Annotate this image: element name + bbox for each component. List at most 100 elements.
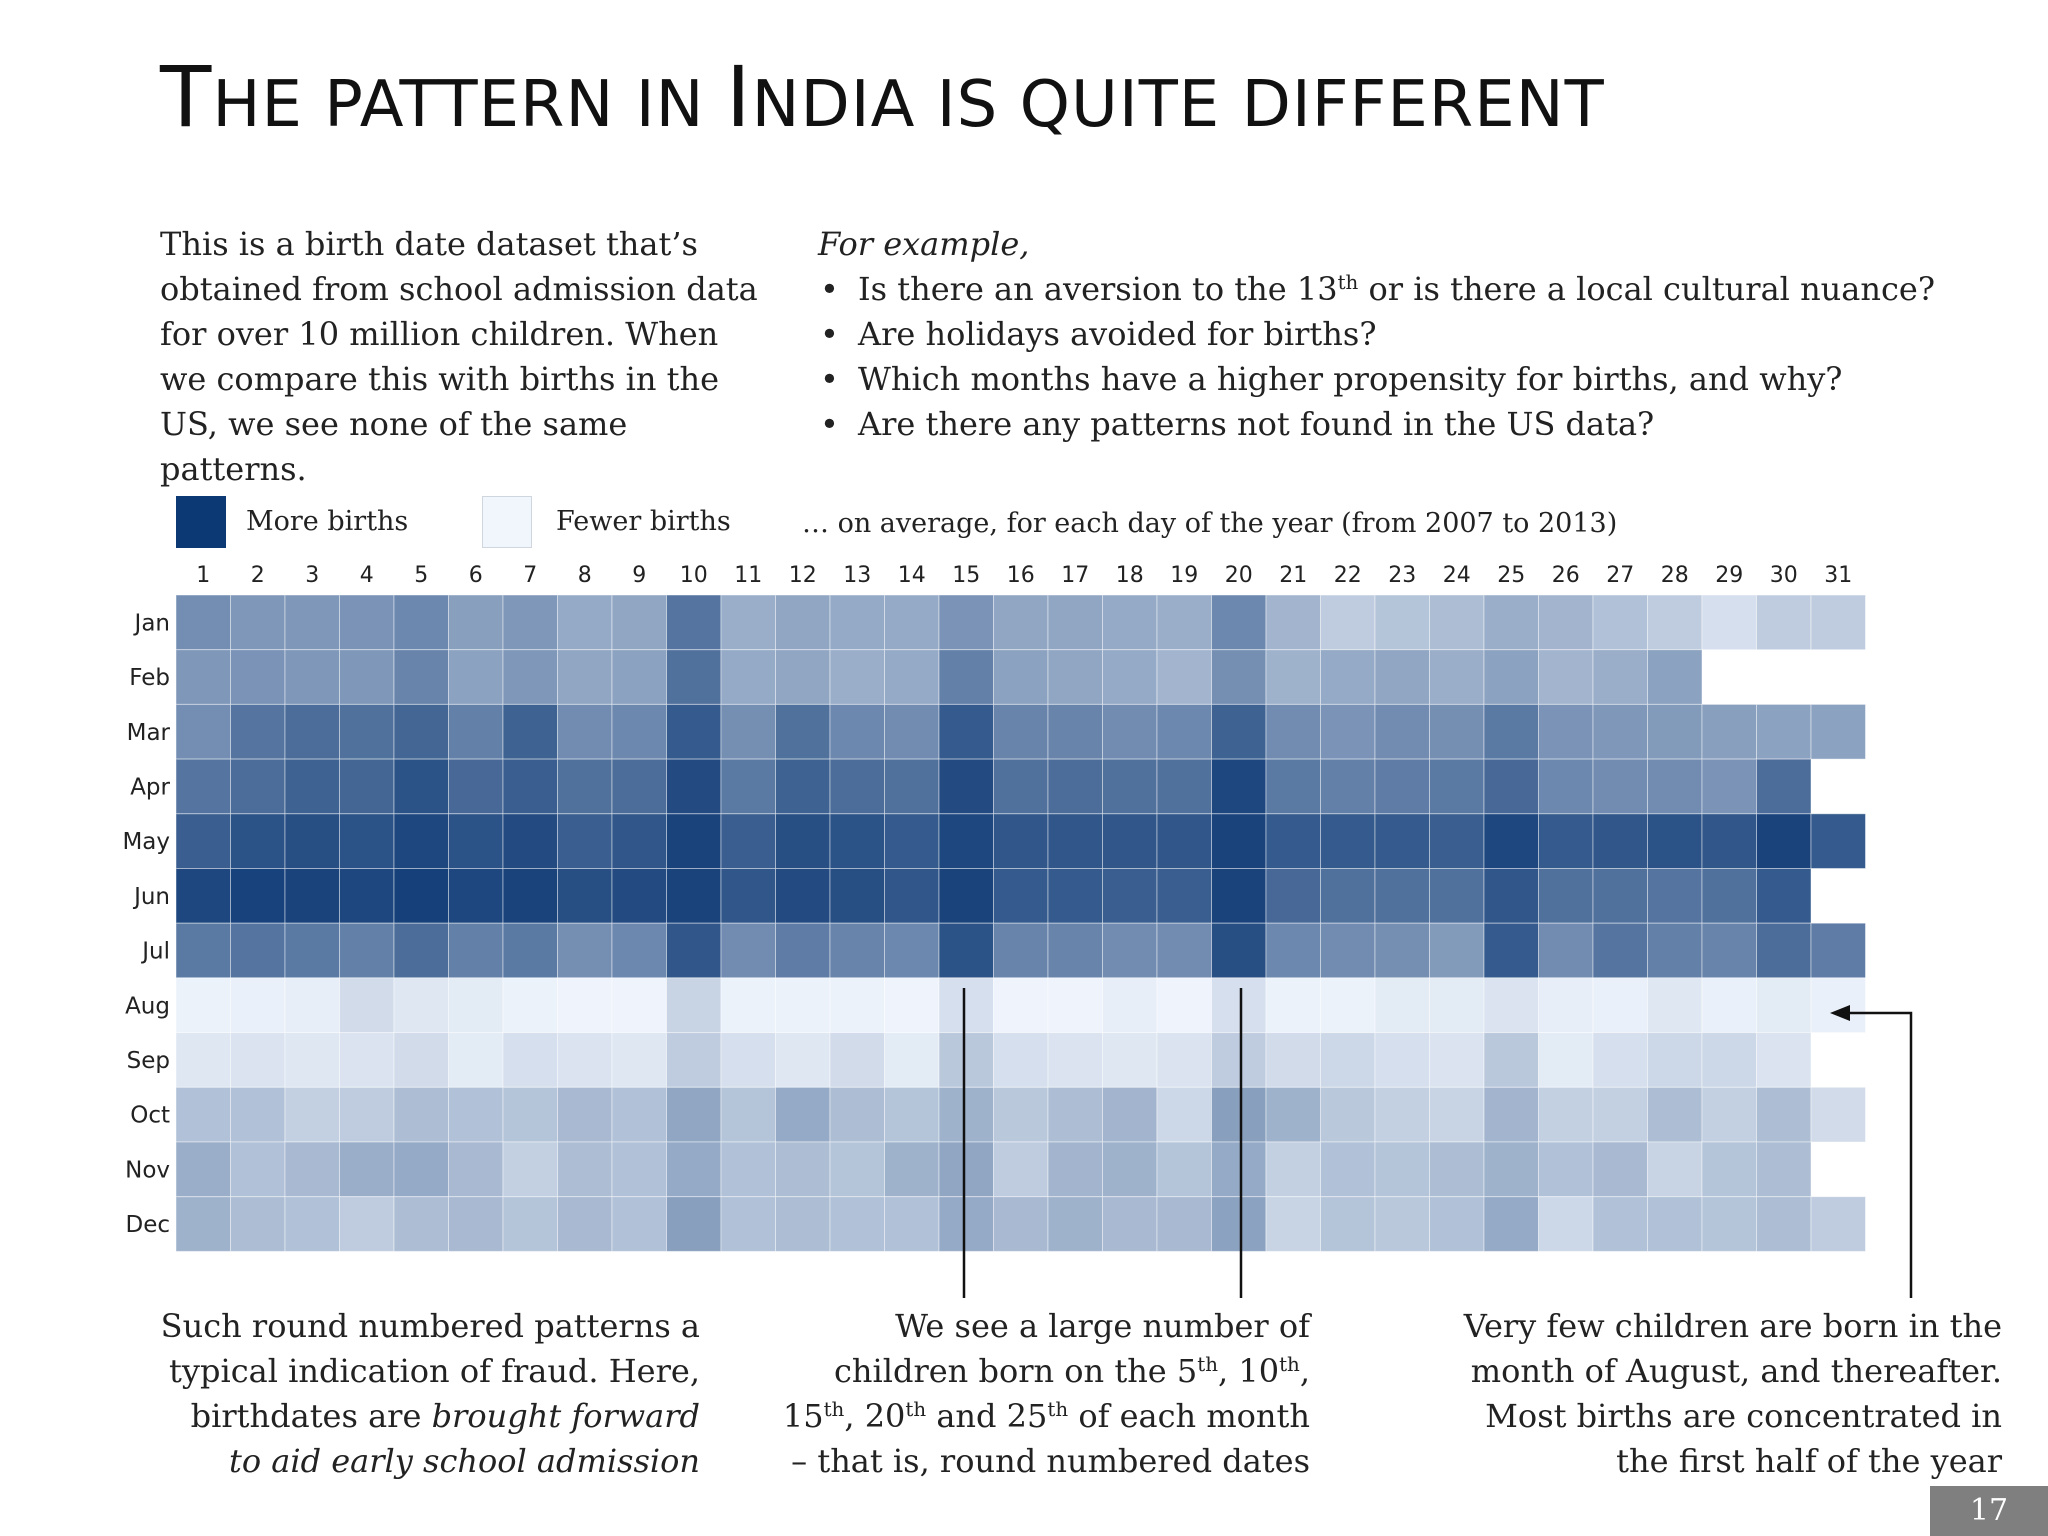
heatmap-cell [1483, 1196, 1539, 1252]
heatmap-cell [775, 813, 831, 869]
heatmap-cell [1429, 703, 1485, 760]
heatmap-cell [884, 758, 940, 815]
heatmap-cell [1756, 1196, 1812, 1252]
day-label: 17 [1061, 563, 1089, 588]
day-label: 6 [469, 563, 483, 588]
heatmap-cell [829, 977, 885, 1034]
heatmap-cell [1047, 977, 1103, 1034]
heatmap-cell [1538, 977, 1594, 1034]
heatmap-cell [1538, 922, 1594, 979]
heatmap-cell [1647, 922, 1703, 979]
heatmap-cell [230, 977, 286, 1034]
heatmap-cell [1592, 1032, 1648, 1088]
heatmap-cell [557, 1086, 613, 1143]
heatmap-cell [1429, 977, 1485, 1034]
heatmap-cell [284, 1086, 340, 1143]
heatmap-cell [611, 922, 667, 979]
day-label: 26 [1552, 563, 1580, 588]
heatmap-cell [884, 1032, 940, 1088]
heatmap-cell [1374, 649, 1430, 705]
heatmap-cell [1647, 594, 1703, 651]
heatmap-cell [1156, 1086, 1212, 1143]
heatmap-cell [1647, 868, 1703, 924]
heatmap-cell [720, 1032, 776, 1088]
heatmap-cell [720, 922, 776, 979]
heatmap-cell [993, 1196, 1049, 1252]
day-label: 28 [1661, 563, 1689, 588]
heatmap-cell [1592, 813, 1648, 869]
heatmap-cell [884, 649, 940, 705]
heatmap-cell [611, 813, 667, 869]
heatmap-cell [1320, 922, 1376, 979]
heatmap-cell [1102, 703, 1158, 760]
heatmap-cell [1211, 1086, 1267, 1143]
heatmap-cell [1320, 758, 1376, 815]
heatmap-cell [666, 594, 722, 651]
heatmap-cell [720, 1086, 776, 1143]
heatmap-cell [339, 977, 395, 1034]
heatmap-cell [448, 1086, 504, 1143]
annotation-text: th [1047, 1398, 1069, 1422]
heatmap-cell [1592, 868, 1648, 924]
heatmap-cell [1374, 1141, 1430, 1198]
heatmap-cell [1047, 1196, 1103, 1252]
heatmap-cell [1211, 1196, 1267, 1252]
day-label: 11 [734, 563, 762, 588]
annotation-text: We see a large number of children born o… [833, 1307, 1310, 1390]
heatmap-cell [1756, 1032, 1812, 1088]
legend-fewer-label: Fewer births [556, 506, 731, 537]
heatmap-cell [1265, 1141, 1321, 1198]
day-label: 16 [1007, 563, 1035, 588]
heatmap-cell [284, 703, 340, 760]
heatmap-cell [448, 977, 504, 1034]
month-label: Apr [130, 774, 170, 800]
heatmap-cell [938, 813, 994, 869]
heatmap-cell [557, 977, 613, 1034]
heatmap-cell [339, 813, 395, 869]
heatmap-cell [884, 703, 940, 760]
heatmap-cell [1810, 594, 1866, 651]
day-label: 4 [360, 563, 374, 588]
heatmap-cell [1647, 703, 1703, 760]
example-bullet: Which months have a higher propensity fo… [818, 357, 2018, 402]
heatmap-cell [1265, 649, 1321, 705]
heatmap-cell [1374, 922, 1430, 979]
heatmap-cell [720, 649, 776, 705]
heatmap-cell [1701, 1032, 1757, 1088]
heatmap-cell [557, 922, 613, 979]
month-label: May [122, 829, 170, 855]
heatmap-cell [775, 922, 831, 979]
heatmap-cell [1374, 868, 1430, 924]
heatmap-cell [993, 1141, 1049, 1198]
heatmap-cell [393, 922, 449, 979]
heatmap-cell [829, 868, 885, 924]
heatmap-cell [1701, 1086, 1757, 1143]
heatmap-cell [666, 703, 722, 760]
heatmap-cell [1265, 758, 1321, 815]
heatmap-cell [829, 703, 885, 760]
heatmap-cell [1592, 758, 1648, 815]
heatmap-cell [1156, 977, 1212, 1034]
bullet-text: Are holidays avoided for births? [858, 315, 1377, 353]
day-label: 23 [1388, 563, 1416, 588]
bullet-sup: th [1337, 271, 1359, 295]
heatmap-cell [230, 1141, 286, 1198]
heatmap-cell [339, 1032, 395, 1088]
heatmap-cell [829, 1196, 885, 1252]
heatmap-cell [1647, 1032, 1703, 1088]
heatmap-cell [284, 977, 340, 1034]
day-label: 8 [578, 563, 592, 588]
heatmap-cell [1701, 758, 1757, 815]
heatmap-cell [448, 813, 504, 869]
annotation-text: , 20 [844, 1397, 906, 1435]
heatmap-cell [557, 703, 613, 760]
heatmap-cell [884, 1196, 940, 1252]
day-label: 27 [1606, 563, 1634, 588]
heatmap-cell [1211, 1141, 1267, 1198]
day-label: 13 [843, 563, 871, 588]
heatmap-cell [502, 977, 558, 1034]
heatmap-cell [284, 868, 340, 924]
heatmap-cell [1538, 594, 1594, 651]
heatmap-cell [1538, 1032, 1594, 1088]
annotation-text: of each month – that is, round numbered … [791, 1397, 1310, 1480]
